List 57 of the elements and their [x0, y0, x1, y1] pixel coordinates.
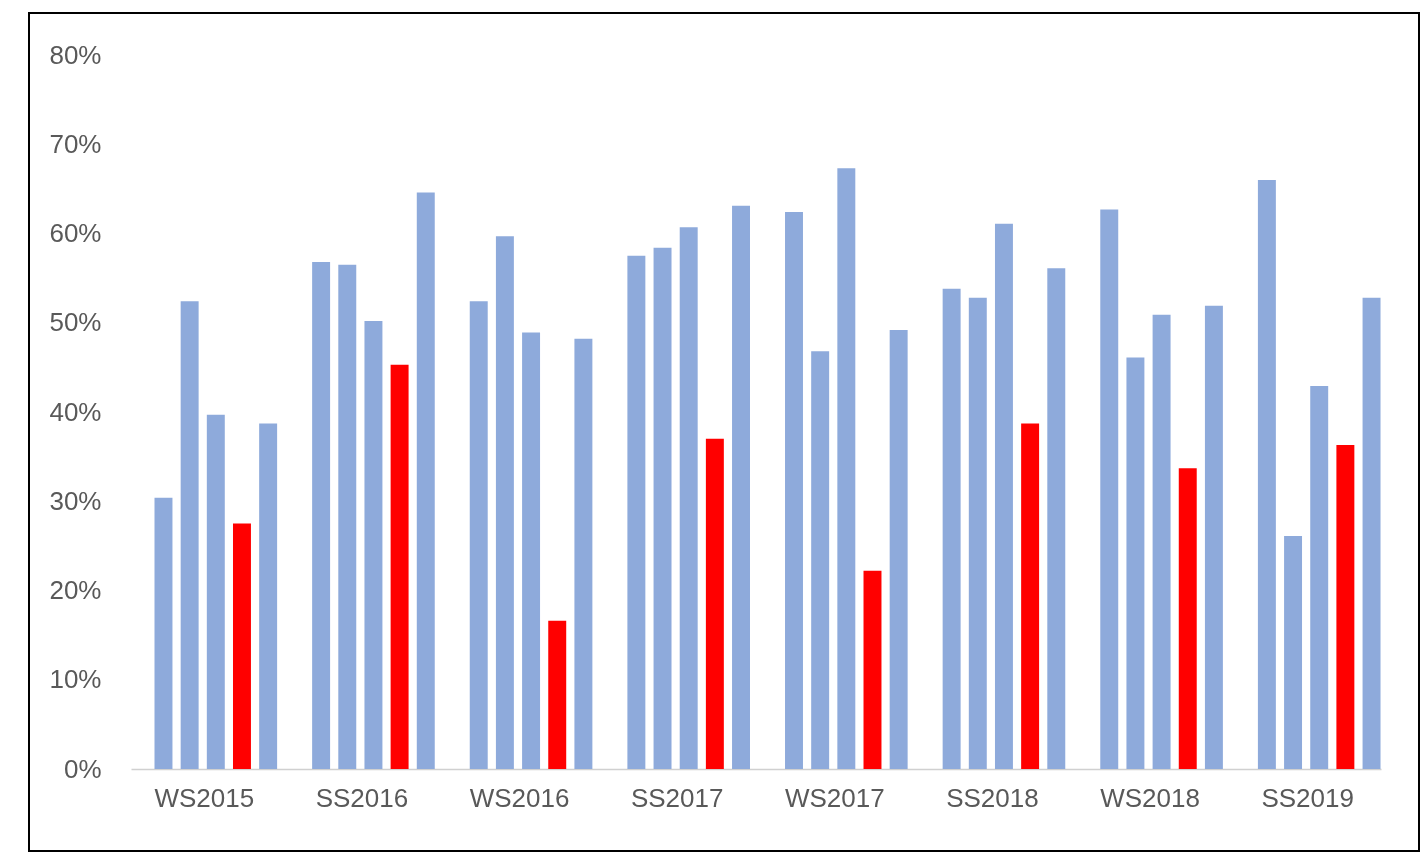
bar: [1100, 209, 1119, 769]
y-tick-label: 80%: [49, 39, 102, 70]
bar: [548, 620, 567, 769]
bar: [732, 205, 750, 769]
bar: [889, 329, 908, 769]
bar: [154, 497, 173, 769]
x-tick-label: SS2018: [946, 782, 1039, 813]
bar: [1047, 268, 1066, 769]
bar: [469, 301, 488, 769]
bar: [259, 423, 278, 769]
bar: [338, 264, 357, 769]
bar: [416, 192, 435, 769]
bar: [994, 223, 1013, 769]
bar: [364, 320, 383, 769]
y-tick-label: 40%: [49, 396, 102, 427]
y-tick-label: 70%: [49, 128, 102, 159]
y-tick-label: 60%: [49, 218, 102, 248]
x-tick-label: WS2018: [1100, 782, 1200, 813]
bar: [312, 262, 331, 769]
bar: [1257, 179, 1276, 769]
bar: [679, 227, 698, 769]
bar: [1178, 468, 1197, 769]
y-tick-label: 0%: [63, 753, 102, 784]
bar: [627, 255, 646, 769]
bar: [1021, 423, 1040, 769]
y-tick-label: 50%: [49, 307, 102, 338]
bar: [1310, 386, 1329, 769]
bar: [1284, 536, 1303, 769]
bar: [522, 332, 541, 769]
bar: [180, 301, 199, 769]
bar: [705, 438, 724, 769]
bar: [942, 288, 961, 769]
y-tick-label: 20%: [49, 575, 102, 605]
bar: [1204, 305, 1223, 769]
bar: [968, 297, 987, 769]
x-tick-label: WS2016: [469, 782, 570, 813]
bar: [653, 247, 672, 769]
bar: [495, 236, 514, 769]
bar: [574, 338, 593, 769]
x-tick-label: SS2017: [630, 782, 724, 813]
bar: [206, 414, 225, 769]
bar: [1126, 357, 1145, 769]
y-tick-label: 30%: [49, 485, 102, 516]
bar: [837, 168, 856, 769]
x-tick-label: WS2017: [784, 782, 885, 813]
bar: [863, 570, 882, 769]
bar: [232, 523, 251, 769]
bar: [785, 212, 803, 769]
bar: [1336, 445, 1355, 769]
bar: [1362, 297, 1381, 769]
bar: [1152, 314, 1171, 769]
bar: [390, 364, 409, 769]
x-tick-label: WS2015: [154, 782, 255, 813]
x-tick-label: SS2019: [1261, 782, 1354, 813]
bar: [811, 351, 830, 769]
y-tick-label: 10%: [49, 664, 102, 695]
x-tick-label: SS2016: [315, 782, 409, 813]
